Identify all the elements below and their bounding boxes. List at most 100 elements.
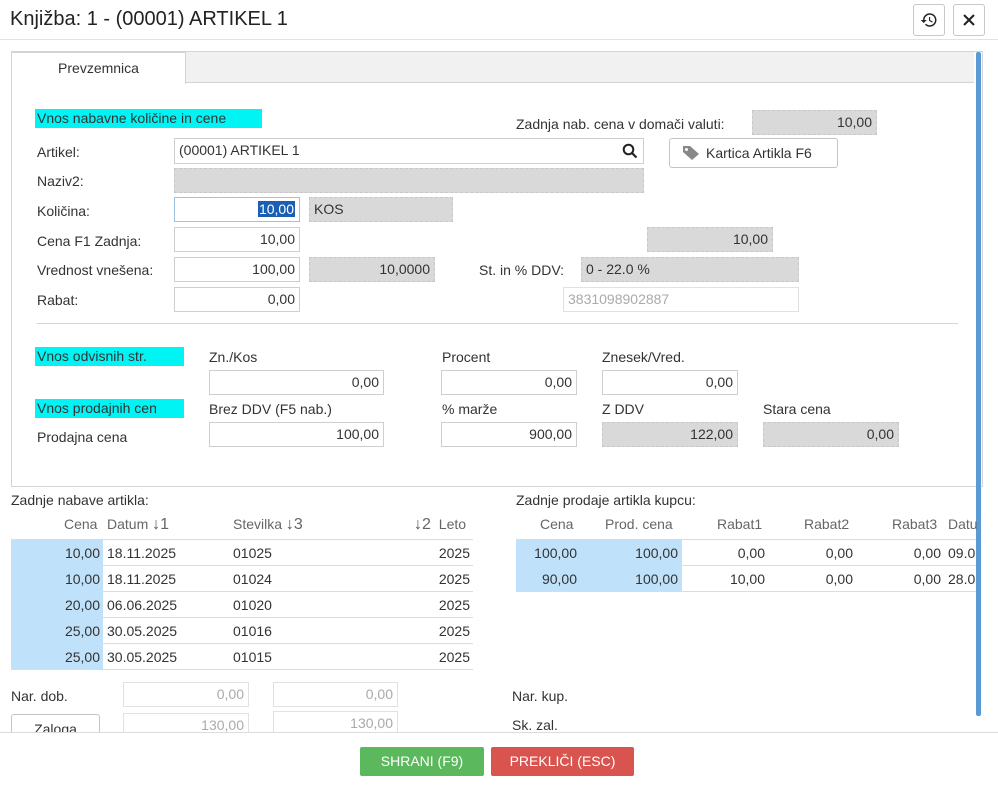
nabave-header-line bbox=[11, 539, 473, 540]
table-row-line bbox=[516, 591, 976, 592]
odvisni-col1-label: Zn./Kos bbox=[209, 349, 258, 365]
table-row-line bbox=[516, 565, 976, 566]
footer-divider bbox=[0, 732, 998, 733]
prodaje-col-cena[interactable]: Cena bbox=[540, 516, 574, 532]
prodaje-col-rabat3[interactable]: Rabat3 bbox=[892, 516, 938, 532]
search-icon[interactable] bbox=[622, 143, 638, 159]
nabave-cell-cena: 10,00 bbox=[11, 566, 103, 592]
kolicina-field[interactable]: 10,00 bbox=[174, 197, 300, 222]
naziv2-field bbox=[174, 168, 644, 193]
cancel-button[interactable]: PREKLIČI (ESC) bbox=[491, 747, 634, 776]
nabave-stevilka-sort-order: 3 bbox=[293, 516, 303, 533]
kartica-artikla-button[interactable]: Kartica Artikla F6 bbox=[669, 138, 838, 168]
nabave-cell-leto: 2025 bbox=[438, 597, 470, 613]
st-ddv-field: 0 - 22.0 % bbox=[581, 257, 799, 282]
vertical-scrollbar[interactable] bbox=[976, 52, 981, 716]
zaloga-field-1: 130,00 bbox=[123, 713, 249, 732]
artikel-label: Artikel: bbox=[37, 144, 80, 160]
save-button[interactable]: SHRANI (F9) bbox=[360, 747, 484, 776]
nabave-cell-stevilka: 01015 bbox=[233, 649, 272, 665]
prodaje-cell-datum: 09.0 bbox=[948, 545, 976, 561]
prodajne-col2-label: % marže bbox=[442, 401, 498, 417]
prodaje-cell-rabat3: 0,00 bbox=[913, 571, 941, 587]
nabave-cell-stevilka: 01020 bbox=[233, 597, 272, 613]
table-row-line bbox=[11, 643, 473, 644]
prodajne-col1-label: Brez DDV (F5 nab.) bbox=[209, 401, 332, 417]
prodaje-cell-rabat2: 0,00 bbox=[825, 545, 853, 561]
sort-down-icon: ↓ bbox=[285, 516, 294, 533]
table-row-line bbox=[11, 617, 473, 618]
nabave-cell-stevilka: 01025 bbox=[233, 545, 272, 561]
rabat-label: Rabat: bbox=[37, 292, 79, 308]
nabave-col-leto[interactable]: ↓2 Leto bbox=[414, 516, 466, 534]
section-vnos-prodajnih: Vnos prodajnih cen bbox=[35, 399, 184, 418]
cena-f1-field[interactable]: 10,00 bbox=[174, 227, 300, 252]
nabave-leto-sort-order: 2 bbox=[422, 516, 431, 533]
prodaje-cell-prod-cena: 100,00 bbox=[635, 571, 678, 587]
prodaje-cell-rabat1: 10,00 bbox=[729, 571, 765, 587]
prodaje-col-datum[interactable]: Datu bbox=[948, 516, 978, 532]
history-icon bbox=[920, 13, 937, 27]
prodaje-cell-rabat3: 0,00 bbox=[913, 545, 941, 561]
tab-prevzemnica[interactable]: Prevzemnica bbox=[12, 52, 186, 84]
nabave-cell-datum: 30.05.2025 bbox=[107, 649, 178, 665]
nabave-cell-cena: 25,00 bbox=[11, 644, 103, 670]
nar-dob-field-2: 0,00 bbox=[273, 682, 398, 707]
prodaje-cell-prod-cena: 100,00 bbox=[635, 545, 678, 561]
zadnja-nab-label: Zadnja nab. cena v domači valuti: bbox=[516, 116, 725, 132]
bottom-clip: Zaloga 130,00 130,00 Sk. zal. bbox=[0, 705, 998, 732]
kolicina-unit: KOS bbox=[309, 197, 453, 222]
sk-zal-label: Sk. zal. bbox=[512, 717, 558, 732]
nabave-cell-leto: 2025 bbox=[438, 545, 470, 561]
nabave-cell-leto: 2025 bbox=[438, 571, 470, 587]
prodajna-brez-ddv-field[interactable]: 100,00 bbox=[209, 422, 384, 447]
nabave-col-cena[interactable]: Cena bbox=[64, 516, 98, 532]
odvisni-znesek-field[interactable]: 0,00 bbox=[602, 370, 738, 395]
nabave-cell-stevilka: 01024 bbox=[233, 571, 272, 587]
odvisni-procent-field[interactable]: 0,00 bbox=[441, 370, 577, 395]
barcode-field: 3831098902887 bbox=[563, 287, 799, 312]
cena-f1-side-field: 10,00 bbox=[647, 227, 773, 252]
prodajna-stara-field: 0,00 bbox=[763, 422, 899, 447]
prodaje-col-rabat2[interactable]: Rabat2 bbox=[804, 516, 850, 532]
vrednost-field[interactable]: 100,00 bbox=[174, 257, 300, 282]
header-divider bbox=[0, 39, 998, 40]
prodajne-col4-label: Stara cena bbox=[763, 401, 831, 417]
prodaje-cell-cena: 90,00 bbox=[541, 571, 577, 587]
prodaje-title: Zadnje prodaje artikla kupcu: bbox=[516, 492, 696, 508]
odvisni-zn-kos-field[interactable]: 0,00 bbox=[209, 370, 384, 395]
vrednost-side-field: 10,0000 bbox=[309, 257, 435, 282]
close-icon bbox=[963, 14, 975, 26]
prodaje-cell-cena: 100,00 bbox=[534, 545, 577, 561]
table-row-line bbox=[11, 591, 473, 592]
nabave-col-stevilka[interactable]: Stevilka ↓3 bbox=[233, 516, 303, 534]
artikel-field[interactable]: (00001) ARTIKEL 1 bbox=[174, 138, 644, 164]
kolicina-value: 10,00 bbox=[257, 201, 295, 217]
nabave-cell-datum: 30.05.2025 bbox=[107, 623, 178, 639]
nabave-col-datum[interactable]: Datum ↓1 bbox=[107, 516, 169, 534]
kartica-artikla-label: Kartica Artikla F6 bbox=[706, 145, 812, 161]
nabave-cell-datum: 06.06.2025 bbox=[107, 597, 178, 613]
prodaje-cell-rabat1: 0,00 bbox=[737, 545, 765, 561]
nabave-col-stevilka-label: Stevilka bbox=[233, 516, 283, 532]
prodaje-row-highlight bbox=[516, 566, 682, 592]
prodaje-cell-datum: 28.0 bbox=[948, 571, 976, 587]
close-button[interactable] bbox=[953, 4, 985, 36]
nabave-col-leto-label: Leto bbox=[438, 516, 467, 532]
prodajna-z-ddv-field: 122,00 bbox=[602, 422, 738, 447]
rabat-field[interactable]: 0,00 bbox=[174, 287, 300, 312]
nabave-datum-sort-order: 1 bbox=[160, 516, 170, 533]
nabave-cell-leto: 2025 bbox=[438, 649, 470, 665]
prodaje-row-highlight bbox=[516, 540, 682, 566]
nabave-title: Zadnje nabave artikla: bbox=[11, 492, 149, 508]
prodaje-col-rabat1[interactable]: Rabat1 bbox=[717, 516, 763, 532]
zaloga-button[interactable]: Zaloga bbox=[11, 714, 100, 732]
prodajna-marza-field[interactable]: 900,00 bbox=[441, 422, 577, 447]
prodaje-cell-rabat2: 0,00 bbox=[825, 571, 853, 587]
prodaje-col-prod-cena[interactable]: Prod. cena bbox=[605, 516, 673, 532]
nabave-cell-cena: 10,00 bbox=[11, 540, 103, 566]
prodaje-header-line bbox=[516, 539, 976, 540]
nar-kup-label: Nar. kup. bbox=[512, 688, 569, 704]
nar-dob-label: Nar. dob. bbox=[11, 688, 68, 704]
history-button[interactable] bbox=[913, 4, 945, 36]
